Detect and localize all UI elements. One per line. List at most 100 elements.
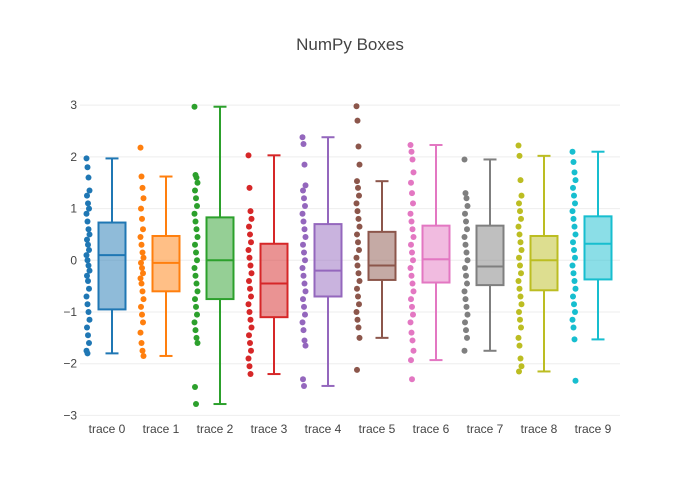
data-point — [408, 329, 415, 336]
data-point — [464, 257, 471, 264]
data-point — [137, 144, 144, 151]
box-iqr — [259, 242, 289, 319]
data-point — [140, 195, 147, 202]
data-point — [138, 205, 144, 212]
data-point — [301, 303, 307, 310]
data-point — [246, 184, 253, 191]
data-point — [85, 200, 91, 207]
data-point — [571, 277, 578, 284]
data-point — [248, 347, 254, 354]
data-point — [570, 293, 576, 300]
data-point — [517, 239, 524, 246]
data-point — [139, 249, 146, 256]
data-point — [410, 200, 416, 207]
data-point — [572, 231, 579, 238]
data-point — [516, 342, 523, 349]
data-point — [85, 174, 92, 181]
data-point — [462, 265, 468, 272]
data-point — [194, 234, 201, 241]
data-point — [410, 288, 417, 295]
data-point — [569, 262, 576, 269]
data-point — [302, 257, 308, 264]
data-point — [409, 280, 416, 287]
data-point — [86, 187, 93, 194]
x-tick-label: trace 5 — [359, 422, 396, 436]
data-point — [85, 332, 91, 339]
data-point — [353, 200, 360, 207]
data-point — [516, 254, 522, 261]
data-point — [299, 319, 306, 326]
data-point — [140, 254, 147, 261]
data-point — [194, 288, 201, 295]
data-point — [302, 342, 309, 349]
data-point — [356, 246, 362, 253]
data-point — [517, 208, 523, 215]
data-point — [462, 296, 469, 303]
data-point — [569, 208, 576, 215]
data-point — [139, 288, 146, 295]
data-point — [246, 363, 253, 370]
data-point — [410, 169, 417, 176]
data-point — [516, 231, 523, 238]
data-point — [461, 288, 468, 295]
data-point — [138, 280, 145, 287]
data-point — [86, 316, 93, 323]
data-point — [140, 352, 147, 359]
data-point — [85, 262, 92, 269]
data-point — [570, 184, 576, 191]
data-point — [192, 383, 198, 390]
data-point — [193, 401, 199, 408]
data-point — [302, 182, 309, 189]
data-point — [354, 366, 360, 373]
data-point — [356, 301, 362, 308]
data-point — [518, 270, 524, 277]
data-point — [247, 262, 254, 269]
data-point — [409, 190, 415, 197]
data-point — [409, 303, 415, 310]
data-point — [193, 174, 200, 181]
y-tick-label: −2 — [63, 357, 77, 371]
data-point — [463, 218, 469, 225]
data-point — [354, 285, 360, 292]
data-point — [353, 103, 360, 110]
data-point — [193, 226, 200, 233]
x-tick-label: trace 0 — [89, 422, 126, 436]
data-point — [193, 195, 199, 202]
data-point — [461, 347, 468, 354]
data-point — [571, 192, 577, 199]
data-point — [463, 272, 469, 279]
data-point — [193, 303, 199, 310]
data-point — [140, 226, 146, 233]
data-point — [246, 223, 252, 230]
data-point — [407, 319, 414, 326]
data-point — [84, 164, 91, 171]
data-point — [246, 332, 252, 339]
data-point — [572, 254, 578, 261]
data-point — [247, 371, 254, 378]
data-point — [515, 223, 522, 230]
data-point — [299, 134, 306, 141]
data-point — [140, 319, 146, 326]
data-point — [138, 340, 145, 347]
data-point — [138, 303, 144, 310]
data-point — [302, 288, 309, 295]
data-point — [572, 177, 579, 184]
box-iqr — [205, 216, 235, 301]
data-point — [355, 184, 361, 191]
data-point — [515, 334, 522, 341]
data-point — [516, 152, 523, 159]
data-point — [84, 192, 90, 199]
data-point — [300, 296, 306, 303]
data-point — [140, 296, 147, 303]
data-point — [410, 234, 417, 241]
data-point — [353, 309, 360, 315]
data-point — [572, 285, 579, 292]
data-point — [302, 203, 308, 209]
data-point — [84, 218, 91, 225]
box-iqr — [475, 224, 505, 287]
data-point — [408, 357, 414, 364]
data-point — [517, 293, 524, 300]
x-tick-label: trace 7 — [467, 422, 504, 436]
data-point — [139, 215, 145, 222]
